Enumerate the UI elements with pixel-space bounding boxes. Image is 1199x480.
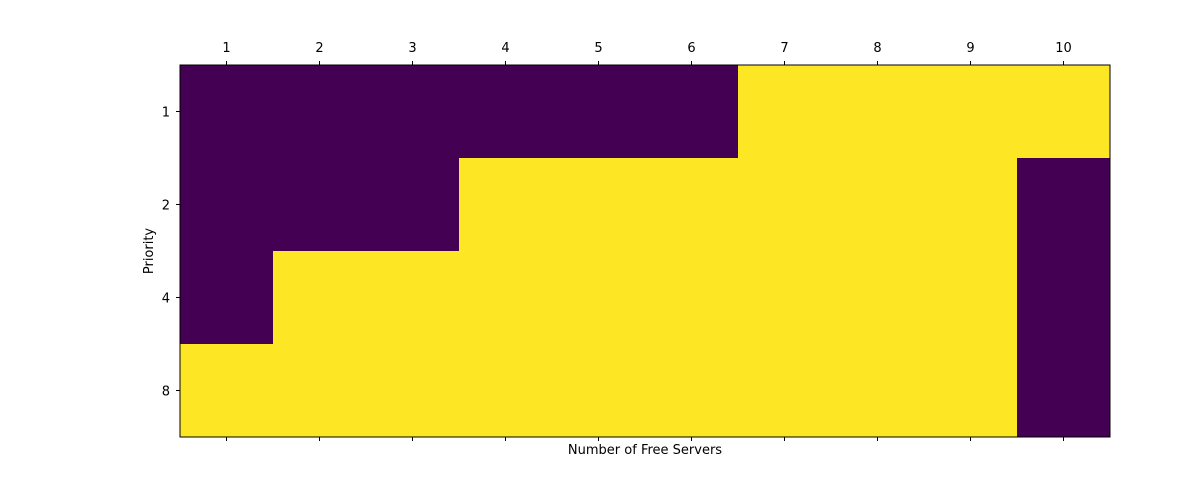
heatmap-cell-r2-c1 xyxy=(180,158,274,252)
heatmap-cell-r3-c3 xyxy=(366,251,460,345)
heatmap-cell-r2-c10 xyxy=(1017,158,1111,252)
heatmap-cell-r4-c7 xyxy=(738,344,832,438)
heatmap-cell-r3-c2 xyxy=(273,251,367,345)
x-tick-label: 9 xyxy=(966,41,974,56)
heatmap-cell-r4-c1 xyxy=(180,344,274,438)
heatmap-cell-r3-c10 xyxy=(1017,251,1111,345)
x-tick-label: 5 xyxy=(594,41,602,56)
heatmap-cell-r1-c10 xyxy=(1017,65,1111,159)
x-axis-bottom-ticks xyxy=(226,437,1064,441)
plot-frame xyxy=(179,64,1111,438)
heatmap-cell-r4-c4 xyxy=(459,344,553,438)
y-axis-ticks: 1 2 4 8 xyxy=(162,106,180,400)
heatmap-cell-r4-c6 xyxy=(645,344,739,438)
x-tick-label: 7 xyxy=(780,41,788,56)
heatmap-cells xyxy=(180,65,1111,438)
x-axis-title: Number of Free Servers xyxy=(568,443,722,458)
y-tick-label: 8 xyxy=(162,385,170,400)
heatmap-cell-r2-c9 xyxy=(924,158,1018,252)
heatmap-cell-r2-c5 xyxy=(552,158,646,252)
x-tick-label: 6 xyxy=(687,41,695,56)
y-tick-label: 2 xyxy=(162,199,170,214)
x-tick-label: 2 xyxy=(315,41,323,56)
x-tick-label: 10 xyxy=(1055,41,1072,56)
x-tick-label: 8 xyxy=(873,41,881,56)
heatmap-cell-r3-c8 xyxy=(831,251,925,345)
heatmap-cell-r3-c6 xyxy=(645,251,739,345)
heatmap-cell-r4-c10 xyxy=(1017,344,1111,438)
x-tick-label: 3 xyxy=(408,41,416,56)
heatmap-cell-r1-c4 xyxy=(459,65,553,159)
y-tick-label: 1 xyxy=(162,106,170,121)
heatmap-cell-r3-c4 xyxy=(459,251,553,345)
heatmap-cell-r1-c7 xyxy=(738,65,832,159)
x-tick-label: 1 xyxy=(222,41,230,56)
heatmap-cell-r3-c5 xyxy=(552,251,646,345)
heatmap-cell-r1-c5 xyxy=(552,65,646,159)
x-tick-label: 4 xyxy=(501,41,509,56)
heatmap-cell-r1-c1 xyxy=(180,65,274,159)
heatmap-cell-r4-c8 xyxy=(831,344,925,438)
heatmap-cell-r2-c8 xyxy=(831,158,925,252)
heatmap-cell-r4-c5 xyxy=(552,344,646,438)
heatmap-cell-r3-c9 xyxy=(924,251,1018,345)
heatmap-cell-r2-c7 xyxy=(738,158,832,252)
heatmap-cell-r2-c6 xyxy=(645,158,739,252)
heatmap-cell-r4-c2 xyxy=(273,344,367,438)
heatmap-cell-r1-c9 xyxy=(924,65,1018,159)
heatmap-cell-r4-c9 xyxy=(924,344,1018,438)
x-axis-top-ticks: 1 2 3 4 5 6 7 8 9 10 xyxy=(222,41,1072,65)
heatmap-cell-r2-c3 xyxy=(366,158,460,252)
heatmap-cell-r4-c3 xyxy=(366,344,460,438)
y-axis-title: Priority xyxy=(142,228,157,275)
heatmap-cell-r1-c6 xyxy=(645,65,739,159)
heatmap-cell-r3-c1 xyxy=(180,251,274,345)
heatmap-cell-r1-c3 xyxy=(366,65,460,159)
heatmap-cell-r1-c2 xyxy=(273,65,367,159)
heatmap-cell-r1-c8 xyxy=(831,65,925,159)
y-tick-label: 4 xyxy=(162,292,170,307)
heatmap-cell-r2-c2 xyxy=(273,158,367,252)
heatmap-cell-r3-c7 xyxy=(738,251,832,345)
heatmap-cell-r2-c4 xyxy=(459,158,553,252)
